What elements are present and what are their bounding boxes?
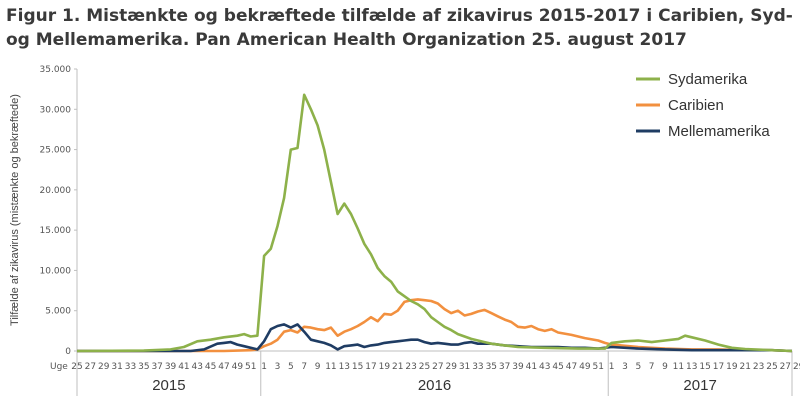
x-tick-label: 9 <box>315 362 321 372</box>
x-tick-label: 27 <box>780 362 791 372</box>
x-tick-label: 35 <box>138 362 149 372</box>
y-tick-label: 0 <box>65 347 71 357</box>
x-tick-label: 37 <box>151 362 162 372</box>
chart-title: Figur 1. Mistænkte og bekræftede tilfæld… <box>6 6 793 50</box>
x-tick-label: 31 <box>111 362 122 372</box>
legend-label-sydamerika: Sydamerika <box>668 71 748 88</box>
x-tick-label: 9 <box>662 362 668 372</box>
x-tick-label: 45 <box>205 362 216 372</box>
x-tick-label: 47 <box>566 362 577 372</box>
x-tick-label: 25 <box>766 362 777 372</box>
x-tick-label: 29 <box>793 362 800 372</box>
x-tick-label: 11 <box>325 362 336 372</box>
x-tick-label: 35 <box>486 362 497 372</box>
x-tick-label: 31 <box>459 362 470 372</box>
x-tick-label: 1 <box>609 362 615 372</box>
x-tick-label: 13 <box>686 362 697 372</box>
year-label-2015: 2015 <box>152 377 185 394</box>
x-tick-label: 13 <box>339 362 350 372</box>
x-tick-label: 37 <box>499 362 510 372</box>
x-tick-label: 39 <box>165 362 177 372</box>
y-tick-label: 5.000 <box>45 307 71 317</box>
x-tick-label: 17 <box>713 362 724 372</box>
y-tick-label: 15.000 <box>40 226 72 236</box>
x-tick-label: 43 <box>539 362 550 372</box>
x-tick-label: 33 <box>125 362 136 372</box>
year-label-2017: 2017 <box>683 377 716 394</box>
x-tick-label: 51 <box>592 362 603 372</box>
x-tick-label: 17 <box>365 362 376 372</box>
x-tick-label: 33 <box>472 362 483 372</box>
y-axis-label: Tilfælde af zikavirus (mistænkte og bekr… <box>9 94 21 326</box>
x-tick-label: 51 <box>245 362 256 372</box>
y-tick-label: 10.000 <box>40 266 72 276</box>
x-tick-label: 19 <box>726 362 738 372</box>
x-tick-label: 47 <box>218 362 229 372</box>
x-tick-label: 49 <box>232 362 244 372</box>
x-axis-label: Uge <box>50 362 68 372</box>
year-label-2016: 2016 <box>418 377 451 394</box>
x-tick-label: 29 <box>445 362 457 372</box>
x-tick-label: 1 <box>261 362 267 372</box>
x-tick-label: 21 <box>739 362 750 372</box>
y-tick-label: 35.000 <box>40 65 72 75</box>
legend-label-caribien: Caribien <box>668 97 724 114</box>
series-line-caribien <box>77 298 793 353</box>
x-tick-label: 29 <box>98 362 110 372</box>
x-tick-label: 11 <box>673 362 684 372</box>
x-tick-label: 27 <box>432 362 443 372</box>
x-tick-label: 41 <box>178 362 189 372</box>
x-tick-label: 21 <box>392 362 403 372</box>
x-tick-label: 25 <box>419 362 430 372</box>
x-tick-label: 27 <box>85 362 96 372</box>
x-tick-label: 5 <box>288 362 294 372</box>
x-tick-label: 45 <box>552 362 563 372</box>
x-tick-label: 15 <box>699 362 710 372</box>
x-tick-label: 41 <box>526 362 537 372</box>
x-tick-label: 49 <box>579 362 591 372</box>
x-tick-label: 3 <box>275 362 281 372</box>
y-tick-label: 20.000 <box>40 186 72 196</box>
x-tick-label: 7 <box>301 362 307 372</box>
x-tick-label: 39 <box>512 362 524 372</box>
x-tick-label: 7 <box>649 362 655 372</box>
x-tick-label: 15 <box>352 362 363 372</box>
legend-label-mellemamerika: Mellemamerika <box>668 123 770 140</box>
y-tick-label: 30.000 <box>40 105 72 115</box>
x-tick-label: 19 <box>379 362 391 372</box>
series-line-sydamerika <box>76 93 793 353</box>
y-tick-label: 25.000 <box>40 146 72 156</box>
x-tick-label: 43 <box>192 362 203 372</box>
x-tick-label: 3 <box>622 362 628 372</box>
x-tick-label: 5 <box>635 362 641 372</box>
x-tick-label: 23 <box>753 362 764 372</box>
x-tick-label: 23 <box>405 362 416 372</box>
